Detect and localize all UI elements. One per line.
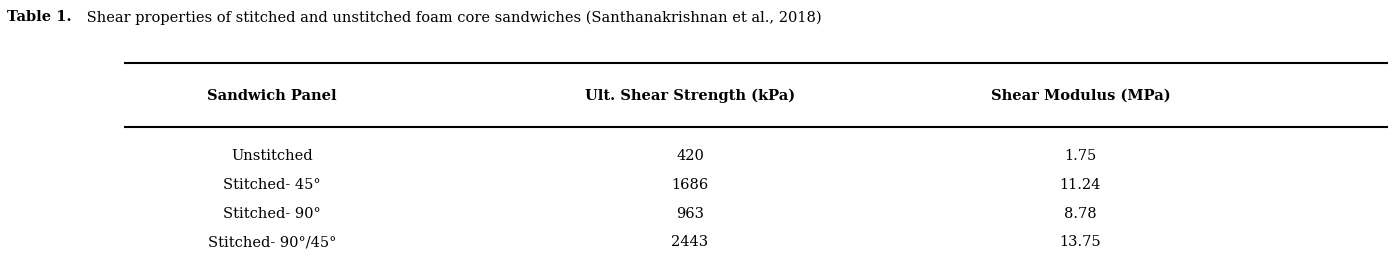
Text: 1686: 1686 bbox=[672, 178, 708, 192]
Text: Table 1.: Table 1. bbox=[7, 10, 71, 24]
Text: Unstitched: Unstitched bbox=[231, 149, 312, 163]
Text: 11.24: 11.24 bbox=[1059, 178, 1101, 192]
Text: 420: 420 bbox=[676, 149, 704, 163]
Text: 13.75: 13.75 bbox=[1059, 235, 1101, 249]
Text: Shear properties of stitched and unstitched foam core sandwiches (Santhanakrishn: Shear properties of stitched and unstitc… bbox=[82, 10, 822, 25]
Text: Shear Modulus (MPa): Shear Modulus (MPa) bbox=[991, 89, 1170, 103]
Text: 1.75: 1.75 bbox=[1064, 149, 1097, 163]
Text: Stitched- 45°: Stitched- 45° bbox=[223, 178, 321, 192]
Text: Sandwich Panel: Sandwich Panel bbox=[208, 89, 336, 103]
Text: Stitched- 90°/45°: Stitched- 90°/45° bbox=[208, 235, 336, 249]
Text: 2443: 2443 bbox=[672, 235, 708, 249]
Text: Stitched- 90°: Stitched- 90° bbox=[223, 206, 321, 221]
Text: Ult. Shear Strength (kPa): Ult. Shear Strength (kPa) bbox=[585, 89, 795, 103]
Text: 8.78: 8.78 bbox=[1064, 206, 1097, 221]
Text: 963: 963 bbox=[676, 206, 704, 221]
